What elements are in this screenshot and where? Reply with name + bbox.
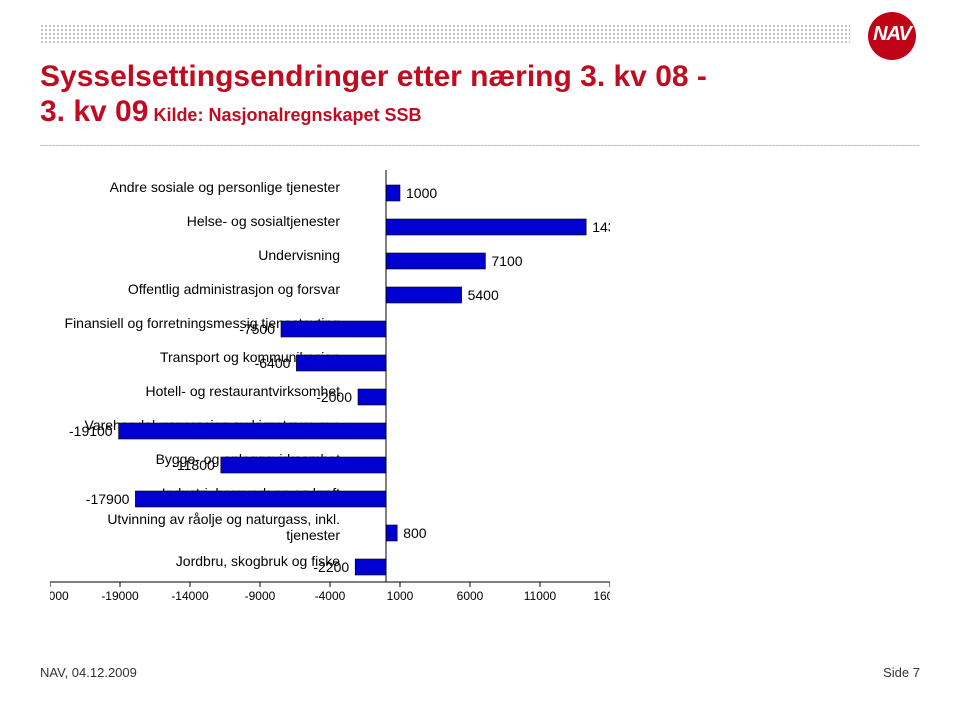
bar [221, 457, 386, 473]
svg-text:-24000: -24000 [50, 589, 69, 600]
bar [386, 219, 586, 235]
title-line-1: Sysselsettingsendringer etter næring 3. … [40, 60, 707, 93]
title-underline [40, 145, 920, 146]
svg-text:-9000: -9000 [245, 589, 276, 600]
bar [296, 355, 386, 371]
bar [281, 321, 386, 337]
title-source: Kilde: Nasjonalregnskapet SSB [148, 105, 421, 125]
svg-text:6000: 6000 [457, 589, 484, 600]
svg-text:16000: 16000 [593, 589, 610, 600]
logo-text: NAV [864, 23, 920, 46]
svg-text:5400: 5400 [468, 287, 499, 303]
chart-plot: 1000 14300 7100 5400 -7500 -6400 -2000 -19100 -1… [50, 170, 610, 600]
bar [386, 185, 400, 201]
svg-text:-2200: -2200 [313, 559, 349, 575]
slide-title: Sysselsettingsendringer etter næring 3. … [40, 60, 707, 129]
bar [119, 423, 386, 439]
bar [386, 253, 485, 269]
svg-text:11000: 11000 [524, 589, 557, 600]
title-line-2: 3. kv 09 [40, 95, 148, 128]
svg-text:-2000: -2000 [316, 389, 352, 405]
nav-logo: NAV [864, 8, 920, 64]
bar [386, 525, 397, 541]
svg-text:-19100: -19100 [69, 423, 113, 439]
horizontal-bar-chart: Andre sosiale og personlige tjenesterHel… [50, 170, 910, 630]
svg-text:14300: 14300 [592, 219, 610, 235]
svg-text:-7500: -7500 [239, 321, 275, 337]
svg-text:-11800: -11800 [172, 457, 215, 473]
bar [135, 491, 386, 507]
slide: NAV Sysselsettingsendringer etter næring… [0, 0, 960, 702]
footer-date: NAV, 04.12.2009 [40, 665, 137, 680]
svg-text:7100: 7100 [491, 253, 522, 269]
svg-text:1000: 1000 [406, 185, 437, 201]
footer-page: Side 7 [883, 665, 920, 680]
svg-text:-17900: -17900 [86, 491, 130, 507]
bar [355, 559, 386, 575]
svg-text:-6400: -6400 [255, 355, 291, 371]
svg-text:-14000: -14000 [171, 589, 209, 600]
svg-text:-19000: -19000 [101, 589, 139, 600]
header-dotted-band [40, 24, 850, 44]
bar [358, 389, 386, 405]
svg-text:-4000: -4000 [315, 589, 346, 600]
svg-text:1000: 1000 [387, 589, 414, 600]
svg-text:800: 800 [403, 525, 427, 541]
bar [386, 287, 462, 303]
